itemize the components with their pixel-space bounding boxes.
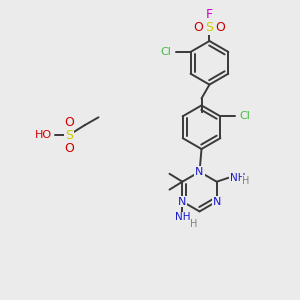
- Text: Cl: Cl: [239, 111, 250, 121]
- Text: H: H: [242, 176, 250, 186]
- Text: HO: HO: [35, 130, 52, 140]
- Text: N: N: [178, 196, 187, 206]
- Text: N: N: [212, 196, 221, 206]
- Text: S: S: [65, 129, 73, 142]
- Text: O: O: [215, 21, 225, 34]
- Text: N: N: [195, 167, 204, 177]
- Text: O: O: [194, 21, 203, 34]
- Text: H: H: [190, 219, 198, 229]
- Text: NH: NH: [175, 212, 190, 222]
- Text: NH: NH: [230, 173, 245, 183]
- Text: Cl: Cl: [161, 47, 172, 57]
- Text: O: O: [64, 142, 74, 154]
- Text: F: F: [206, 8, 213, 21]
- Text: O: O: [64, 116, 74, 129]
- Text: S: S: [206, 21, 213, 34]
